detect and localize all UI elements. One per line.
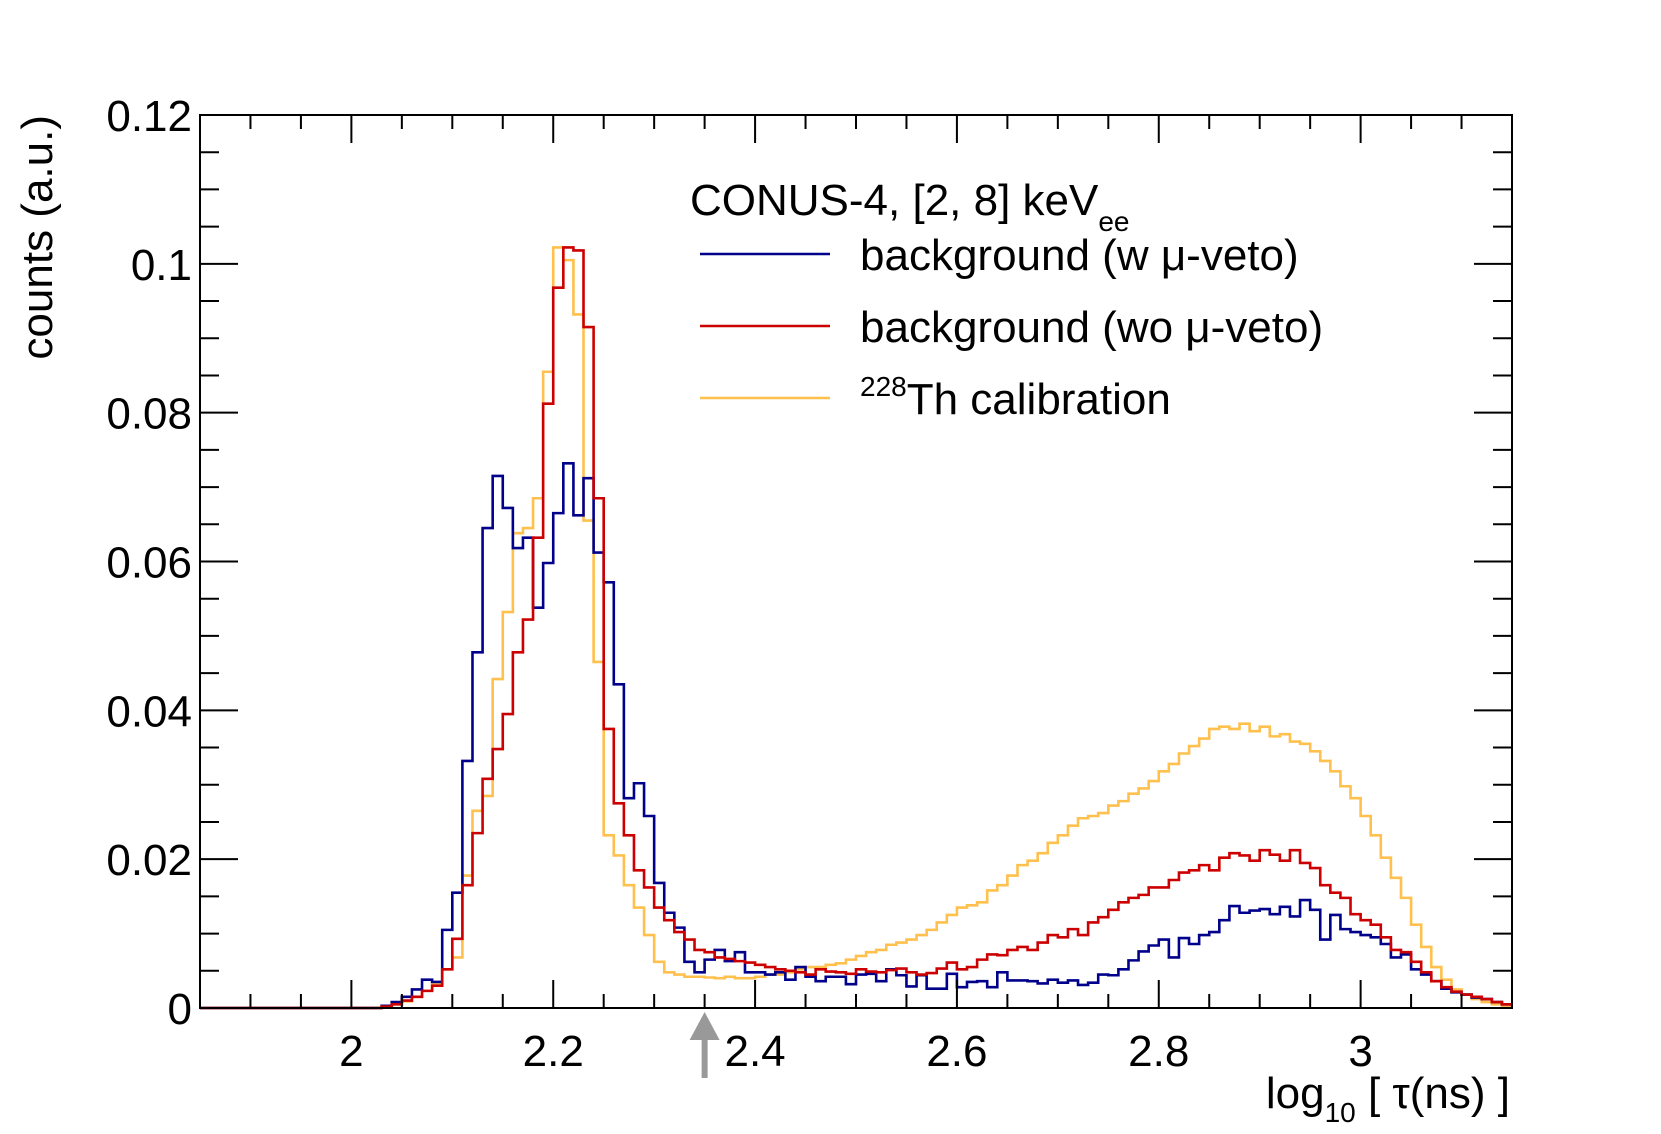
x-tick-label: 2 [339,1027,363,1076]
x-axis-label-rest: [ τ(ns) ] [1356,1069,1510,1118]
y-tick-label: 0.1 [131,241,192,290]
legend-label-sup: 228 [860,371,907,402]
x-tick-label: 3 [1348,1027,1372,1076]
x-axis-label: log10 [ τ(ns) ] [1266,1069,1510,1128]
y-axis-label: counts (a.u.) [13,115,62,360]
legend-title: CONUS-4, [2, 8] keVee [690,176,1130,237]
y-tick-label: 0.12 [106,92,192,141]
y-tick-label: 0.04 [106,687,192,736]
y-tick-label: 0.08 [106,390,192,439]
legend-label-1: background (wo μ-veto) [860,303,1323,352]
y-tick-label: 0 [168,985,192,1034]
marker-arrow-head [689,1012,720,1040]
legend: background (w μ-veto) background (wo μ-ve… [700,231,1323,424]
legend-label-2: 228Th calibration [860,371,1171,424]
legend-label-main: Th calibration [907,375,1171,424]
x-axis-ticks: 2 2.2 2.4 2.6 2.8 3 [199,115,1513,1076]
series-line-0 [200,461,1512,1010]
x-tick-label: 2.4 [724,1027,785,1076]
x-tick-label: 2.2 [523,1027,584,1076]
x-tick-label: 2.6 [926,1027,987,1076]
y-axis-ticks: 0 0.02 0.04 0.06 0.08 0.1 0.12 [106,92,1512,1034]
x-axis-label-main: log [1266,1069,1325,1118]
series-line-2 [200,246,1512,1010]
marker-arrow [689,1012,720,1078]
series-layer [200,246,1512,1010]
y-tick-label: 0.02 [106,836,192,885]
legend-label-0: background (w μ-veto) [860,231,1299,280]
legend-title-main: CONUS-4, [2, 8] keV [690,176,1099,225]
x-axis-label-sub: 10 [1325,1097,1356,1128]
x-tick-label: 2.8 [1128,1027,1189,1076]
legend-title-sub: ee [1098,206,1129,237]
y-tick-label: 0.06 [106,539,192,588]
series-line-1 [200,246,1512,1010]
